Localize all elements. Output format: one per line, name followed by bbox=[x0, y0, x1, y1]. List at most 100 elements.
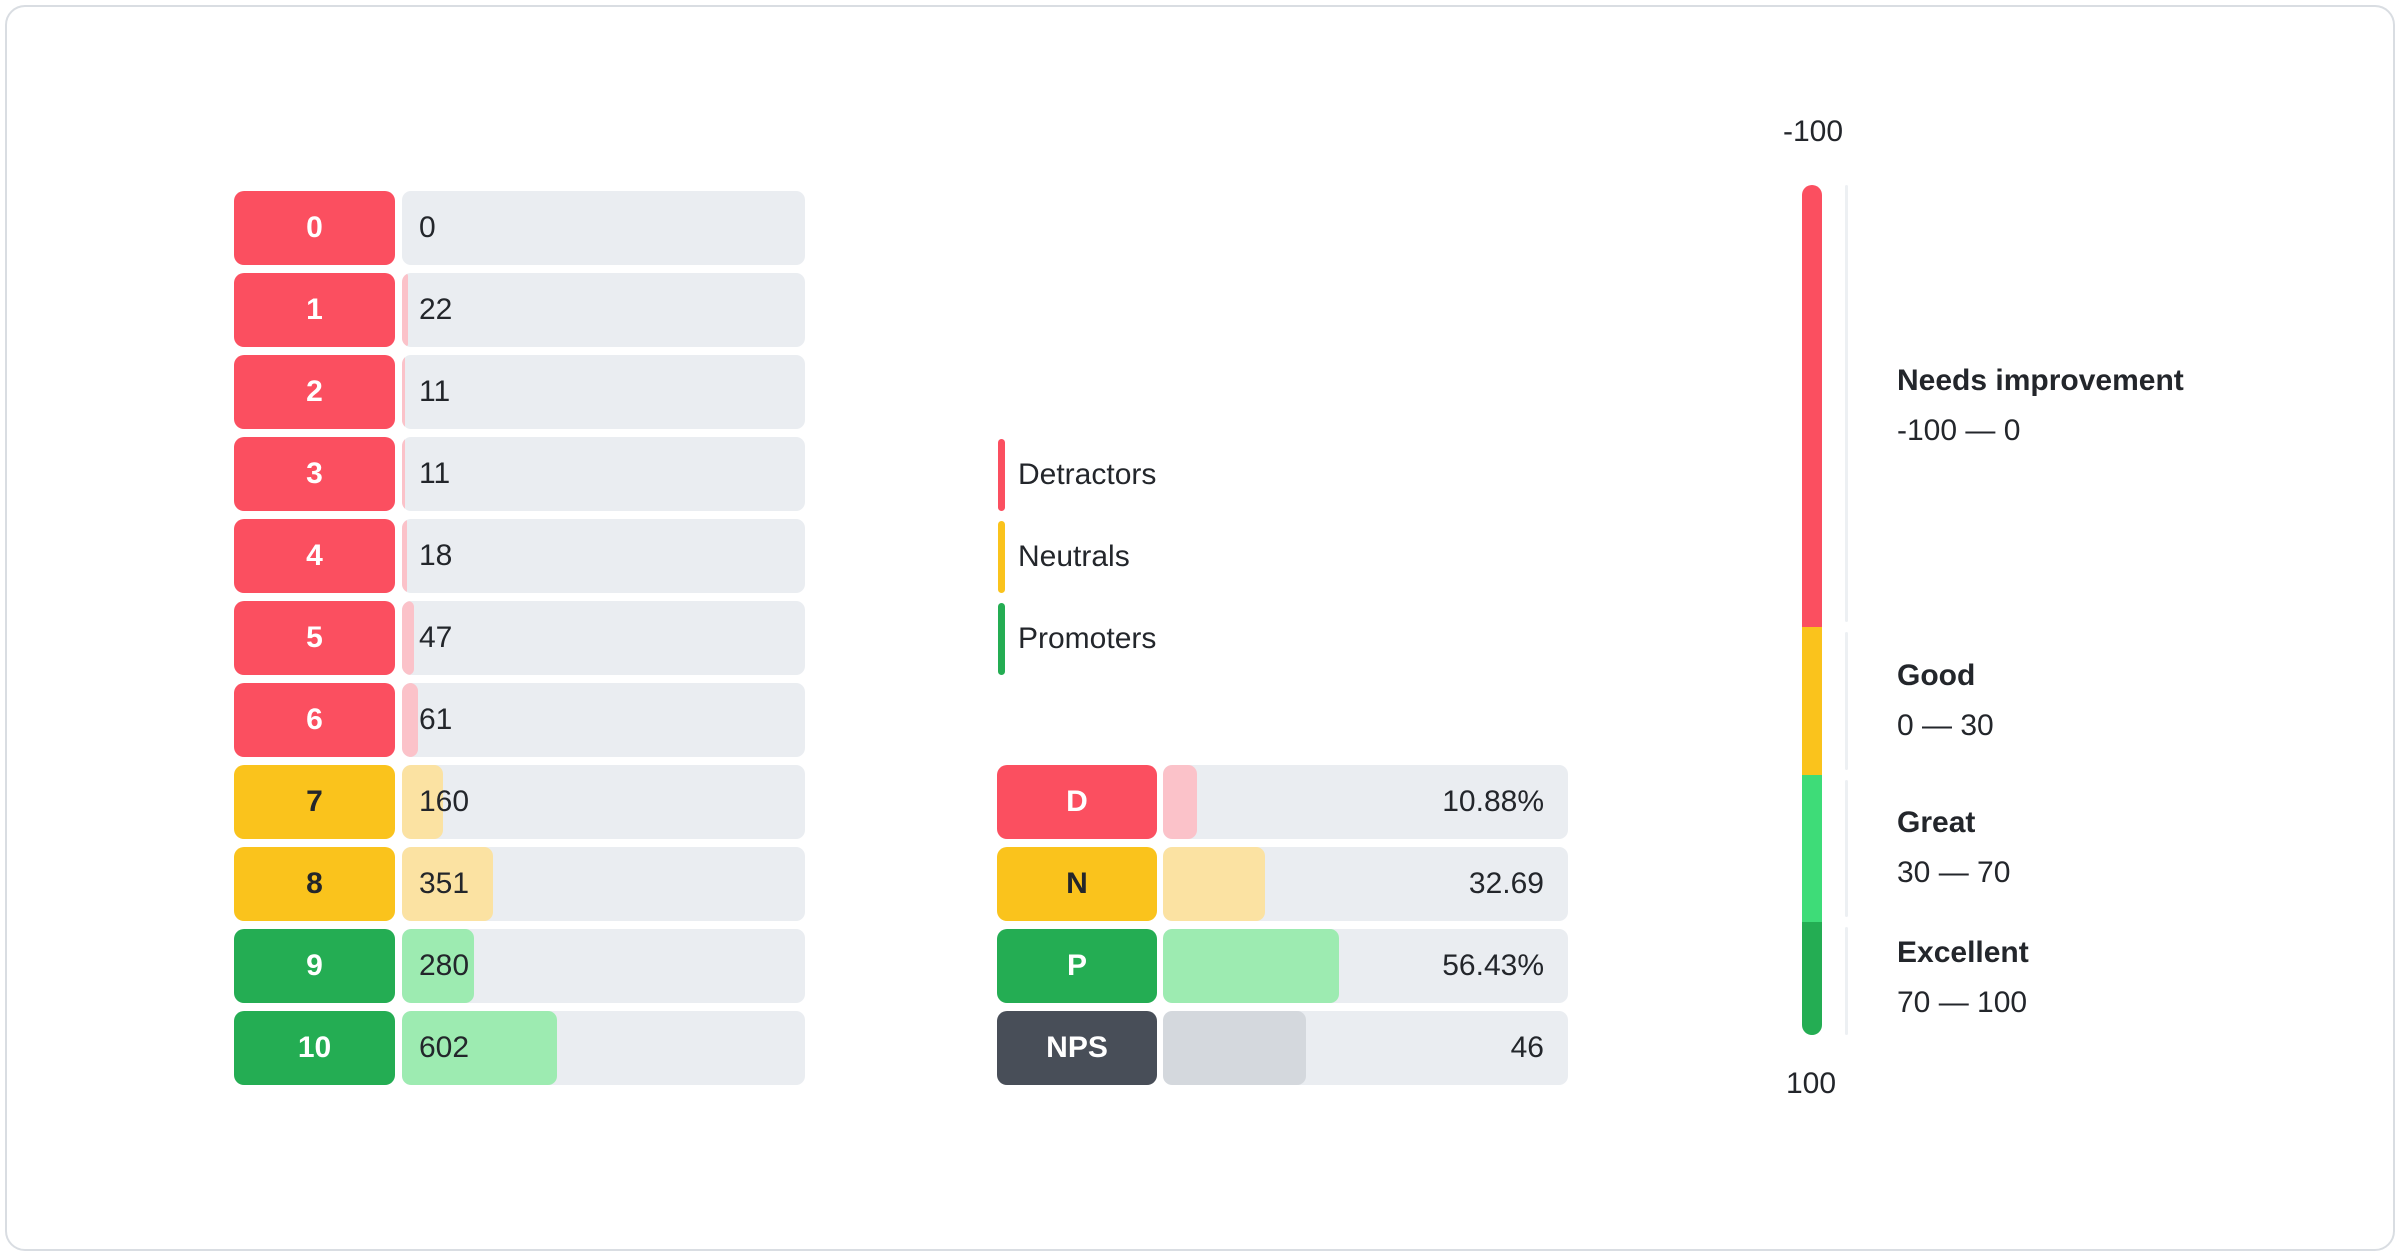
score-value: 11 bbox=[419, 457, 451, 490]
gauge-zone-label: Good 0 — 30 bbox=[1897, 658, 1994, 744]
summary-track: 56.43% bbox=[1163, 929, 1568, 1003]
legend-label: Detractors bbox=[1018, 458, 1157, 491]
score-value: 18 bbox=[419, 539, 453, 572]
score-fill bbox=[402, 601, 415, 675]
score-chip: 9 bbox=[234, 929, 395, 1003]
gauge-zone-name: Great bbox=[1897, 806, 1976, 840]
score-chip: 3 bbox=[234, 437, 395, 511]
score-track: 11 bbox=[402, 437, 805, 511]
nps-summary-chart: D 10.88% N 32.69 P 56.43% NPS 46 bbox=[997, 765, 1568, 1085]
gauge-min-label: -100 bbox=[1782, 115, 1844, 148]
summary-chip: D bbox=[997, 765, 1157, 839]
score-row[interactable]: 6 61 bbox=[234, 683, 805, 757]
score-chip: 5 bbox=[234, 601, 395, 675]
score-row[interactable]: 3 11 bbox=[234, 437, 805, 511]
score-track: 280 bbox=[402, 929, 805, 1003]
gauge-zone-name: Excellent bbox=[1897, 936, 2029, 970]
summary-track: 46 bbox=[1163, 1011, 1568, 1085]
score-row[interactable]: 2 11 bbox=[234, 355, 805, 429]
summary-chip: N bbox=[997, 847, 1157, 921]
gauge-zone-1 bbox=[1802, 627, 1822, 775]
summary-row[interactable]: P 56.43% bbox=[997, 929, 1568, 1003]
summary-track: 32.69 bbox=[1163, 847, 1568, 921]
gauge-zone-name: Needs improvement bbox=[1897, 364, 2184, 397]
score-chip: 6 bbox=[234, 683, 395, 757]
score-value: 351 bbox=[419, 867, 470, 900]
score-track: 22 bbox=[402, 273, 805, 347]
score-value: 11 bbox=[419, 375, 451, 408]
score-row[interactable]: 1 22 bbox=[234, 273, 805, 347]
score-row[interactable]: 4 18 bbox=[234, 519, 805, 593]
legend-tick bbox=[998, 521, 1005, 593]
gauge-axis-segment bbox=[1845, 926, 1848, 1035]
score-chip: 7 bbox=[234, 765, 395, 839]
score-row[interactable]: 7 160 bbox=[234, 765, 805, 839]
gauge-axis-segment bbox=[1845, 779, 1848, 917]
score-chip: 4 bbox=[234, 519, 395, 593]
score-track: 602 bbox=[402, 1011, 805, 1085]
score-chip: 2 bbox=[234, 355, 395, 429]
summary-value: 46 bbox=[1510, 1031, 1544, 1064]
score-fill bbox=[402, 519, 407, 593]
gauge-zone-range: -100 — 0 bbox=[1897, 414, 2021, 447]
nps-gauge-axis bbox=[1845, 185, 1848, 1035]
score-track: 18 bbox=[402, 519, 805, 593]
score-chip: 10 bbox=[234, 1011, 395, 1085]
score-fill bbox=[402, 437, 405, 511]
score-fill bbox=[402, 355, 405, 429]
score-fill bbox=[402, 765, 444, 839]
summary-value: 56.43% bbox=[1442, 949, 1544, 982]
score-row[interactable]: 8 351 bbox=[234, 847, 805, 921]
score-track: 351 bbox=[402, 847, 805, 921]
gauge-zone-3 bbox=[1802, 921, 1822, 1035]
score-track: 61 bbox=[402, 683, 805, 757]
legend-item-promoter[interactable]: Promoters bbox=[998, 603, 1156, 675]
gauge-zone-range: 0 — 30 bbox=[1897, 708, 1994, 742]
gauge-zone-name: Good bbox=[1897, 658, 1976, 692]
summary-row[interactable]: N 32.69 bbox=[997, 847, 1568, 921]
nps-gauge-bar bbox=[1802, 185, 1822, 1035]
summary-fill bbox=[1163, 1011, 1307, 1085]
summary-value: 32.69 bbox=[1468, 867, 1544, 900]
score-value: 22 bbox=[419, 293, 453, 326]
legend-item-neutral[interactable]: Neutrals bbox=[998, 521, 1156, 593]
score-distribution-chart: 0 0 1 22 2 11 3 11 4 18 5 47 6 61 7 160 8 351 9 280 10 602 bbox=[234, 191, 805, 1085]
score-fill bbox=[402, 273, 408, 347]
gauge-max-label: 100 bbox=[1785, 1067, 1837, 1100]
score-chip: 1 bbox=[234, 273, 395, 347]
summary-row[interactable]: NPS 46 bbox=[997, 1011, 1568, 1085]
score-row[interactable]: 9 280 bbox=[234, 929, 805, 1003]
summary-chip: NPS bbox=[997, 1011, 1157, 1085]
score-fill bbox=[402, 683, 418, 757]
score-row[interactable]: 10 602 bbox=[234, 1011, 805, 1085]
score-fill bbox=[402, 1011, 558, 1085]
summary-row[interactable]: D 10.88% bbox=[997, 765, 1568, 839]
score-chip: 0 bbox=[234, 191, 395, 265]
score-value: 280 bbox=[419, 949, 470, 982]
gauge-zone-range: 30 — 70 bbox=[1897, 856, 2011, 890]
gauge-zone-label: Excellent 70 — 100 bbox=[1897, 935, 2029, 1021]
score-track: 11 bbox=[402, 355, 805, 429]
score-value: 61 bbox=[419, 703, 453, 736]
score-chip: 8 bbox=[234, 847, 395, 921]
legend-tick bbox=[998, 603, 1005, 675]
score-track: 0 bbox=[402, 191, 805, 265]
score-fill bbox=[402, 847, 493, 921]
summary-fill bbox=[1163, 847, 1265, 921]
score-value: 602 bbox=[419, 1031, 470, 1064]
summary-value: 10.88% bbox=[1442, 785, 1544, 818]
score-value: 47 bbox=[419, 621, 453, 654]
score-row[interactable]: 5 47 bbox=[234, 601, 805, 675]
summary-fill bbox=[1163, 929, 1339, 1003]
legend: Detractors Neutrals Promoters bbox=[998, 439, 1156, 675]
gauge-zone-label: Needs improvement -100 — 0 bbox=[1897, 363, 2184, 449]
gauge-zone-label: Great 30 — 70 bbox=[1897, 805, 2010, 891]
score-track: 160 bbox=[402, 765, 805, 839]
gauge-zone-2 bbox=[1802, 774, 1822, 922]
score-track: 47 bbox=[402, 601, 805, 675]
legend-item-detractor[interactable]: Detractors bbox=[998, 439, 1156, 511]
legend-label: Promoters bbox=[1018, 622, 1157, 655]
score-value: 0 bbox=[419, 211, 436, 244]
